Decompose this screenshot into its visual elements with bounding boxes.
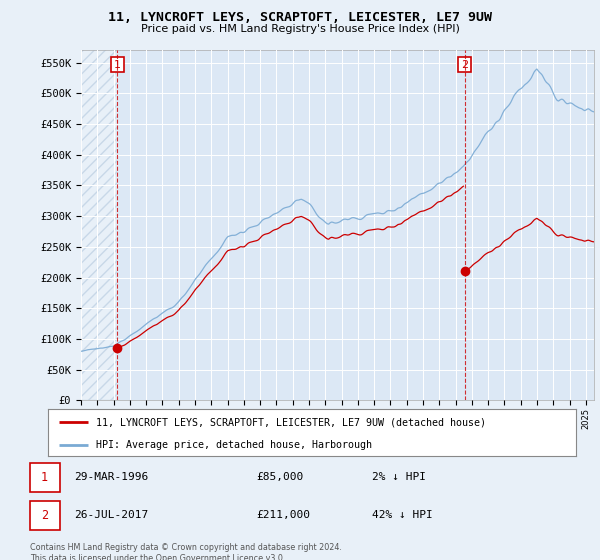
Text: 29-MAR-1996: 29-MAR-1996 [74,472,148,482]
Text: 11, LYNCROFT LEYS, SCRAPTOFT, LEICESTER, LE7 9UW: 11, LYNCROFT LEYS, SCRAPTOFT, LEICESTER,… [108,11,492,24]
Text: £85,000: £85,000 [256,472,303,482]
Text: 26-JUL-2017: 26-JUL-2017 [74,510,148,520]
Text: 1: 1 [114,59,121,69]
Bar [29,501,60,530]
Bar [29,463,60,492]
Text: 2% ↓ HPI: 2% ↓ HPI [372,472,426,482]
Text: 11, LYNCROFT LEYS, SCRAPTOFT, LEICESTER, LE7 9UW (detached house): 11, LYNCROFT LEYS, SCRAPTOFT, LEICESTER,… [95,417,485,427]
Text: Price paid vs. HM Land Registry's House Price Index (HPI): Price paid vs. HM Land Registry's House … [140,24,460,34]
Text: 2: 2 [461,59,468,69]
Text: 2: 2 [41,508,48,522]
Text: 42% ↓ HPI: 42% ↓ HPI [372,510,433,520]
Text: £211,000: £211,000 [256,510,310,520]
Text: 1: 1 [41,471,48,484]
Text: Contains HM Land Registry data © Crown copyright and database right 2024.
This d: Contains HM Land Registry data © Crown c… [30,543,342,560]
Text: HPI: Average price, detached house, Harborough: HPI: Average price, detached house, Harb… [95,440,371,450]
